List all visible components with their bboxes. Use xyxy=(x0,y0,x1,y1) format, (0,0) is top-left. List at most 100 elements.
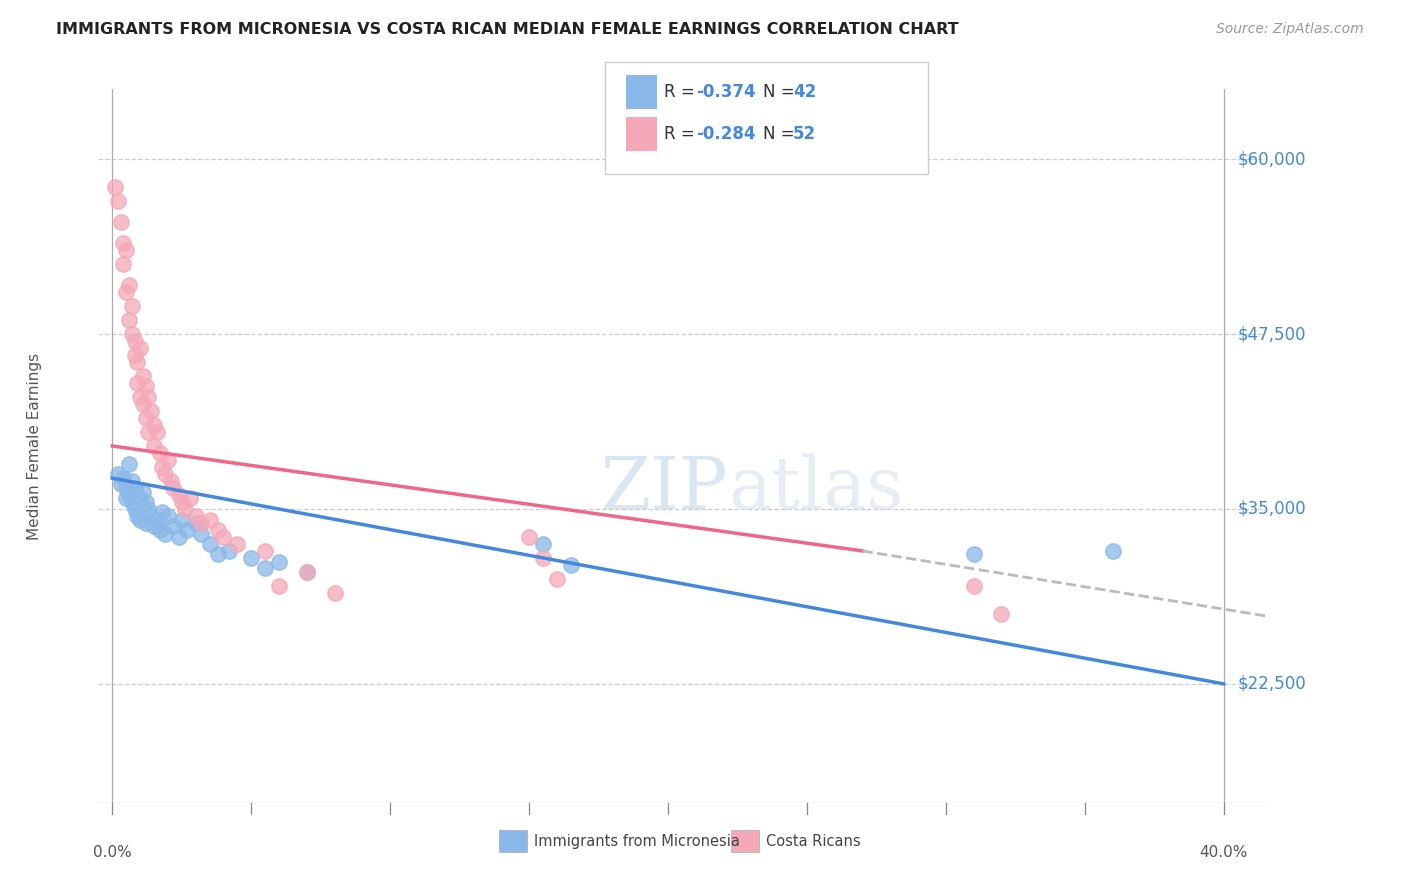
Point xyxy=(135,495,157,509)
Point xyxy=(517,530,540,544)
Point xyxy=(162,518,184,533)
Point xyxy=(112,257,135,271)
Point xyxy=(560,558,582,572)
Point xyxy=(143,417,166,432)
Point xyxy=(112,471,135,485)
Text: N =: N = xyxy=(763,125,800,143)
Point xyxy=(143,439,166,453)
Point xyxy=(146,513,169,527)
Point xyxy=(135,411,157,425)
Point xyxy=(240,550,263,565)
Point xyxy=(110,215,132,229)
Text: Source: ZipAtlas.com: Source: ZipAtlas.com xyxy=(1216,22,1364,37)
Text: $22,500: $22,500 xyxy=(1237,675,1306,693)
Point xyxy=(121,474,143,488)
Point xyxy=(129,341,152,355)
Point xyxy=(138,425,160,439)
Point xyxy=(124,348,146,362)
Point xyxy=(990,607,1012,621)
Text: IMMIGRANTS FROM MICRONESIA VS COSTA RICAN MEDIAN FEMALE EARNINGS CORRELATION CHA: IMMIGRANTS FROM MICRONESIA VS COSTA RICA… xyxy=(56,22,959,37)
Point xyxy=(115,491,138,505)
Point xyxy=(124,334,146,348)
Point xyxy=(148,523,170,537)
Text: R =: R = xyxy=(664,125,700,143)
Point xyxy=(104,180,127,194)
Point xyxy=(156,508,179,523)
Point xyxy=(190,527,212,541)
Point xyxy=(531,550,554,565)
Point xyxy=(267,555,290,569)
Point xyxy=(132,397,155,411)
Point xyxy=(212,530,235,544)
Point xyxy=(115,243,138,257)
Text: 52: 52 xyxy=(793,125,815,143)
Point xyxy=(143,518,166,533)
Point xyxy=(115,481,138,495)
Point xyxy=(218,544,240,558)
Point xyxy=(118,313,141,327)
Point xyxy=(198,537,221,551)
Point xyxy=(198,513,221,527)
Point xyxy=(124,502,146,516)
Point xyxy=(184,508,207,523)
Text: -0.374: -0.374 xyxy=(696,83,755,101)
Point xyxy=(254,560,277,574)
Point xyxy=(148,446,170,460)
Point xyxy=(150,505,173,519)
Point xyxy=(254,544,277,558)
Point xyxy=(153,527,176,541)
Point xyxy=(170,513,193,527)
Point xyxy=(112,236,135,251)
Point xyxy=(531,537,554,551)
Point xyxy=(162,481,184,495)
Text: atlas: atlas xyxy=(728,453,904,524)
Text: 42: 42 xyxy=(793,83,817,101)
Point xyxy=(124,481,146,495)
Point xyxy=(226,537,249,551)
Text: 40.0%: 40.0% xyxy=(1199,845,1249,860)
Point xyxy=(207,523,229,537)
Point xyxy=(138,390,160,404)
Point xyxy=(141,508,163,523)
Point xyxy=(295,565,318,579)
Point xyxy=(962,579,984,593)
Point xyxy=(1101,544,1123,558)
Point xyxy=(135,516,157,530)
Point xyxy=(184,516,207,530)
Point xyxy=(146,425,169,439)
Point xyxy=(138,502,160,516)
Point xyxy=(150,460,173,475)
Point xyxy=(129,491,152,505)
Point xyxy=(156,453,179,467)
Point xyxy=(323,586,346,600)
Text: Median Female Earnings: Median Female Earnings xyxy=(27,352,42,540)
Point xyxy=(267,579,290,593)
Point xyxy=(118,278,141,293)
Point xyxy=(170,495,193,509)
Point xyxy=(962,547,984,561)
Point xyxy=(107,467,129,481)
Point xyxy=(121,495,143,509)
Point xyxy=(129,513,152,527)
Point xyxy=(115,285,138,299)
Point xyxy=(295,565,318,579)
Point xyxy=(135,379,157,393)
Text: -0.284: -0.284 xyxy=(696,125,755,143)
Point xyxy=(173,502,195,516)
Point xyxy=(127,508,149,523)
Point xyxy=(167,530,190,544)
Point xyxy=(121,327,143,342)
Point xyxy=(153,467,176,481)
Point xyxy=(141,404,163,418)
Point xyxy=(167,488,190,502)
Text: R =: R = xyxy=(664,83,700,101)
Point xyxy=(546,572,568,586)
Text: $35,000: $35,000 xyxy=(1237,500,1306,518)
Point xyxy=(118,457,141,471)
Point xyxy=(107,194,129,208)
Point xyxy=(118,488,141,502)
Point xyxy=(121,299,143,313)
Point xyxy=(190,516,212,530)
Point xyxy=(132,369,155,384)
Point xyxy=(127,376,149,390)
